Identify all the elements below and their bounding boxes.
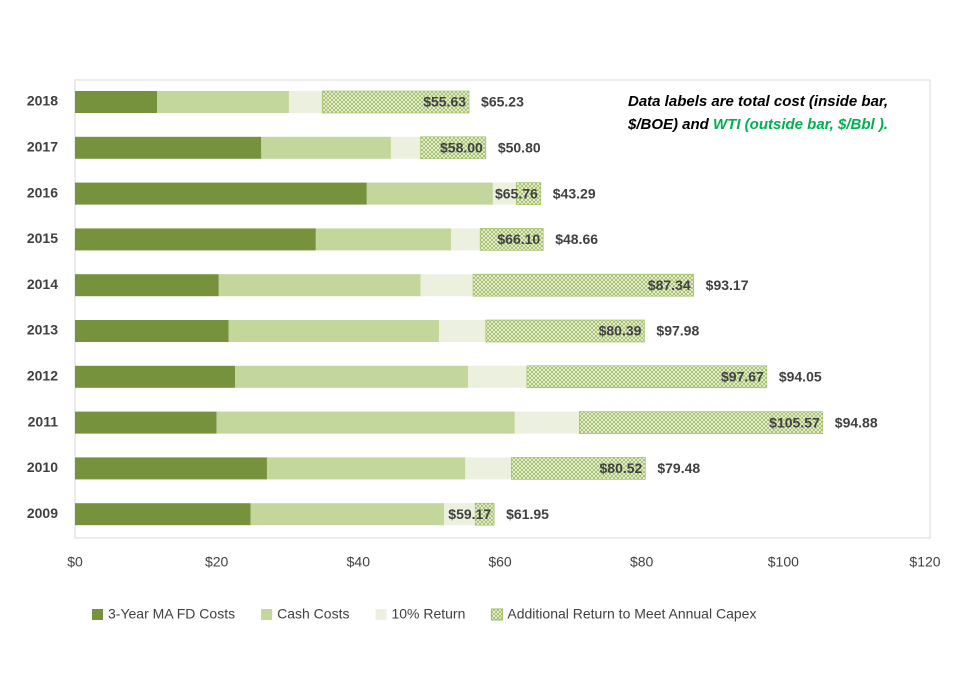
bar-segment xyxy=(579,411,824,434)
bar-segment xyxy=(474,502,495,526)
x-tick-label: $120 xyxy=(909,554,940,570)
bar-segment xyxy=(451,228,481,251)
bar-segment xyxy=(261,136,391,159)
bar-segment xyxy=(465,457,512,480)
bar-segment xyxy=(514,411,580,434)
y-tick-label: 2011 xyxy=(28,413,59,429)
total-label: $65.76 xyxy=(495,185,538,201)
bar-segment xyxy=(75,228,316,251)
bar-segment xyxy=(157,91,289,113)
bar-segment xyxy=(228,320,440,342)
total-label: $58.00 xyxy=(440,140,483,156)
bar-segment xyxy=(75,457,267,480)
total-label: $87.34 xyxy=(648,277,691,293)
bar-segment xyxy=(420,136,487,160)
wti-label: $65.23 xyxy=(481,94,524,110)
bar-segment xyxy=(218,274,421,297)
legend-label: 10% Return xyxy=(391,606,465,622)
bar-segment xyxy=(75,411,217,434)
total-label: $105.57 xyxy=(769,414,820,430)
bar-segment xyxy=(321,90,470,114)
annotation-text: Data labels are total cost (inside bar, … xyxy=(628,93,889,133)
y-tick-label: 2015 xyxy=(27,230,58,246)
total-label: $80.39 xyxy=(599,323,642,339)
bar-segment xyxy=(75,182,367,205)
y-tick-label: 2012 xyxy=(27,368,58,384)
wti-label: $50.80 xyxy=(498,140,541,156)
bar-segment xyxy=(315,228,452,251)
wti-label: $97.98 xyxy=(656,323,699,339)
annotation: Data labels are total cost (inside bar, … xyxy=(628,90,918,136)
legend-swatch xyxy=(92,609,103,620)
total-label: $97.67 xyxy=(721,369,764,385)
x-tick-label: $80 xyxy=(630,554,654,570)
total-label: $55.63 xyxy=(423,94,466,110)
bar-segment xyxy=(235,365,469,388)
x-tick-label: $40 xyxy=(347,554,371,570)
total-label: $59.17 xyxy=(448,506,491,522)
legend-label: Additional Return to Meet Annual Capex xyxy=(507,606,756,622)
y-tick-label: 2016 xyxy=(27,184,58,200)
y-tick-label: 2009 xyxy=(27,505,58,521)
bar-segment xyxy=(511,457,646,480)
bar-segment xyxy=(75,503,251,526)
legend-label: Cash Costs xyxy=(277,606,349,622)
bar-segment xyxy=(75,274,219,297)
wti-label: $94.88 xyxy=(835,414,878,430)
bar-segment xyxy=(216,411,515,434)
bar-segment xyxy=(390,136,421,159)
bar-segment xyxy=(420,274,474,297)
bar-segment xyxy=(472,273,694,297)
wti-label: $94.05 xyxy=(779,369,822,385)
y-tick-label: 2017 xyxy=(27,139,58,155)
bar-segment xyxy=(526,365,768,389)
wti-label: $48.66 xyxy=(555,231,598,247)
y-tick-label: 2014 xyxy=(27,276,58,292)
total-label: $66.10 xyxy=(497,231,540,247)
bar-segment xyxy=(492,182,517,205)
y-tick-label: 2013 xyxy=(27,322,58,338)
wti-label: $61.95 xyxy=(506,506,549,522)
legend-swatch xyxy=(490,608,503,621)
bar-segment xyxy=(366,182,493,205)
x-tick-label: $100 xyxy=(768,554,799,570)
wti-label: $43.29 xyxy=(553,185,596,201)
bar-segment xyxy=(485,319,645,343)
bar-segment xyxy=(468,365,527,388)
bar-segment xyxy=(75,136,262,159)
bar-segment xyxy=(288,91,323,113)
bar-segment xyxy=(515,182,542,205)
y-tick-label: 2018 xyxy=(27,93,58,109)
wti-label: $79.48 xyxy=(657,460,700,476)
bar-segment xyxy=(444,503,476,526)
bar-segment xyxy=(75,91,158,113)
legend-label: 3-Year MA FD Costs xyxy=(108,606,235,622)
bar-segment xyxy=(479,228,544,251)
annotation-text: WTI (outside bar, $/Bbl ). xyxy=(713,116,889,133)
plot-border xyxy=(74,79,931,539)
bar-segment xyxy=(266,457,466,480)
bar-segment xyxy=(75,320,229,342)
x-tick-label: $60 xyxy=(488,554,512,570)
bar-segment xyxy=(75,365,236,388)
wti-label: $93.17 xyxy=(706,277,749,293)
y-tick-label: 2010 xyxy=(27,459,58,475)
legend-swatch xyxy=(375,609,387,620)
x-tick-label: $20 xyxy=(205,554,229,570)
x-tick-label: $0 xyxy=(67,554,83,570)
total-label: $80.52 xyxy=(600,460,643,476)
legend-swatch xyxy=(261,609,273,620)
bar-segment xyxy=(250,503,445,526)
bar-segment xyxy=(439,320,486,342)
